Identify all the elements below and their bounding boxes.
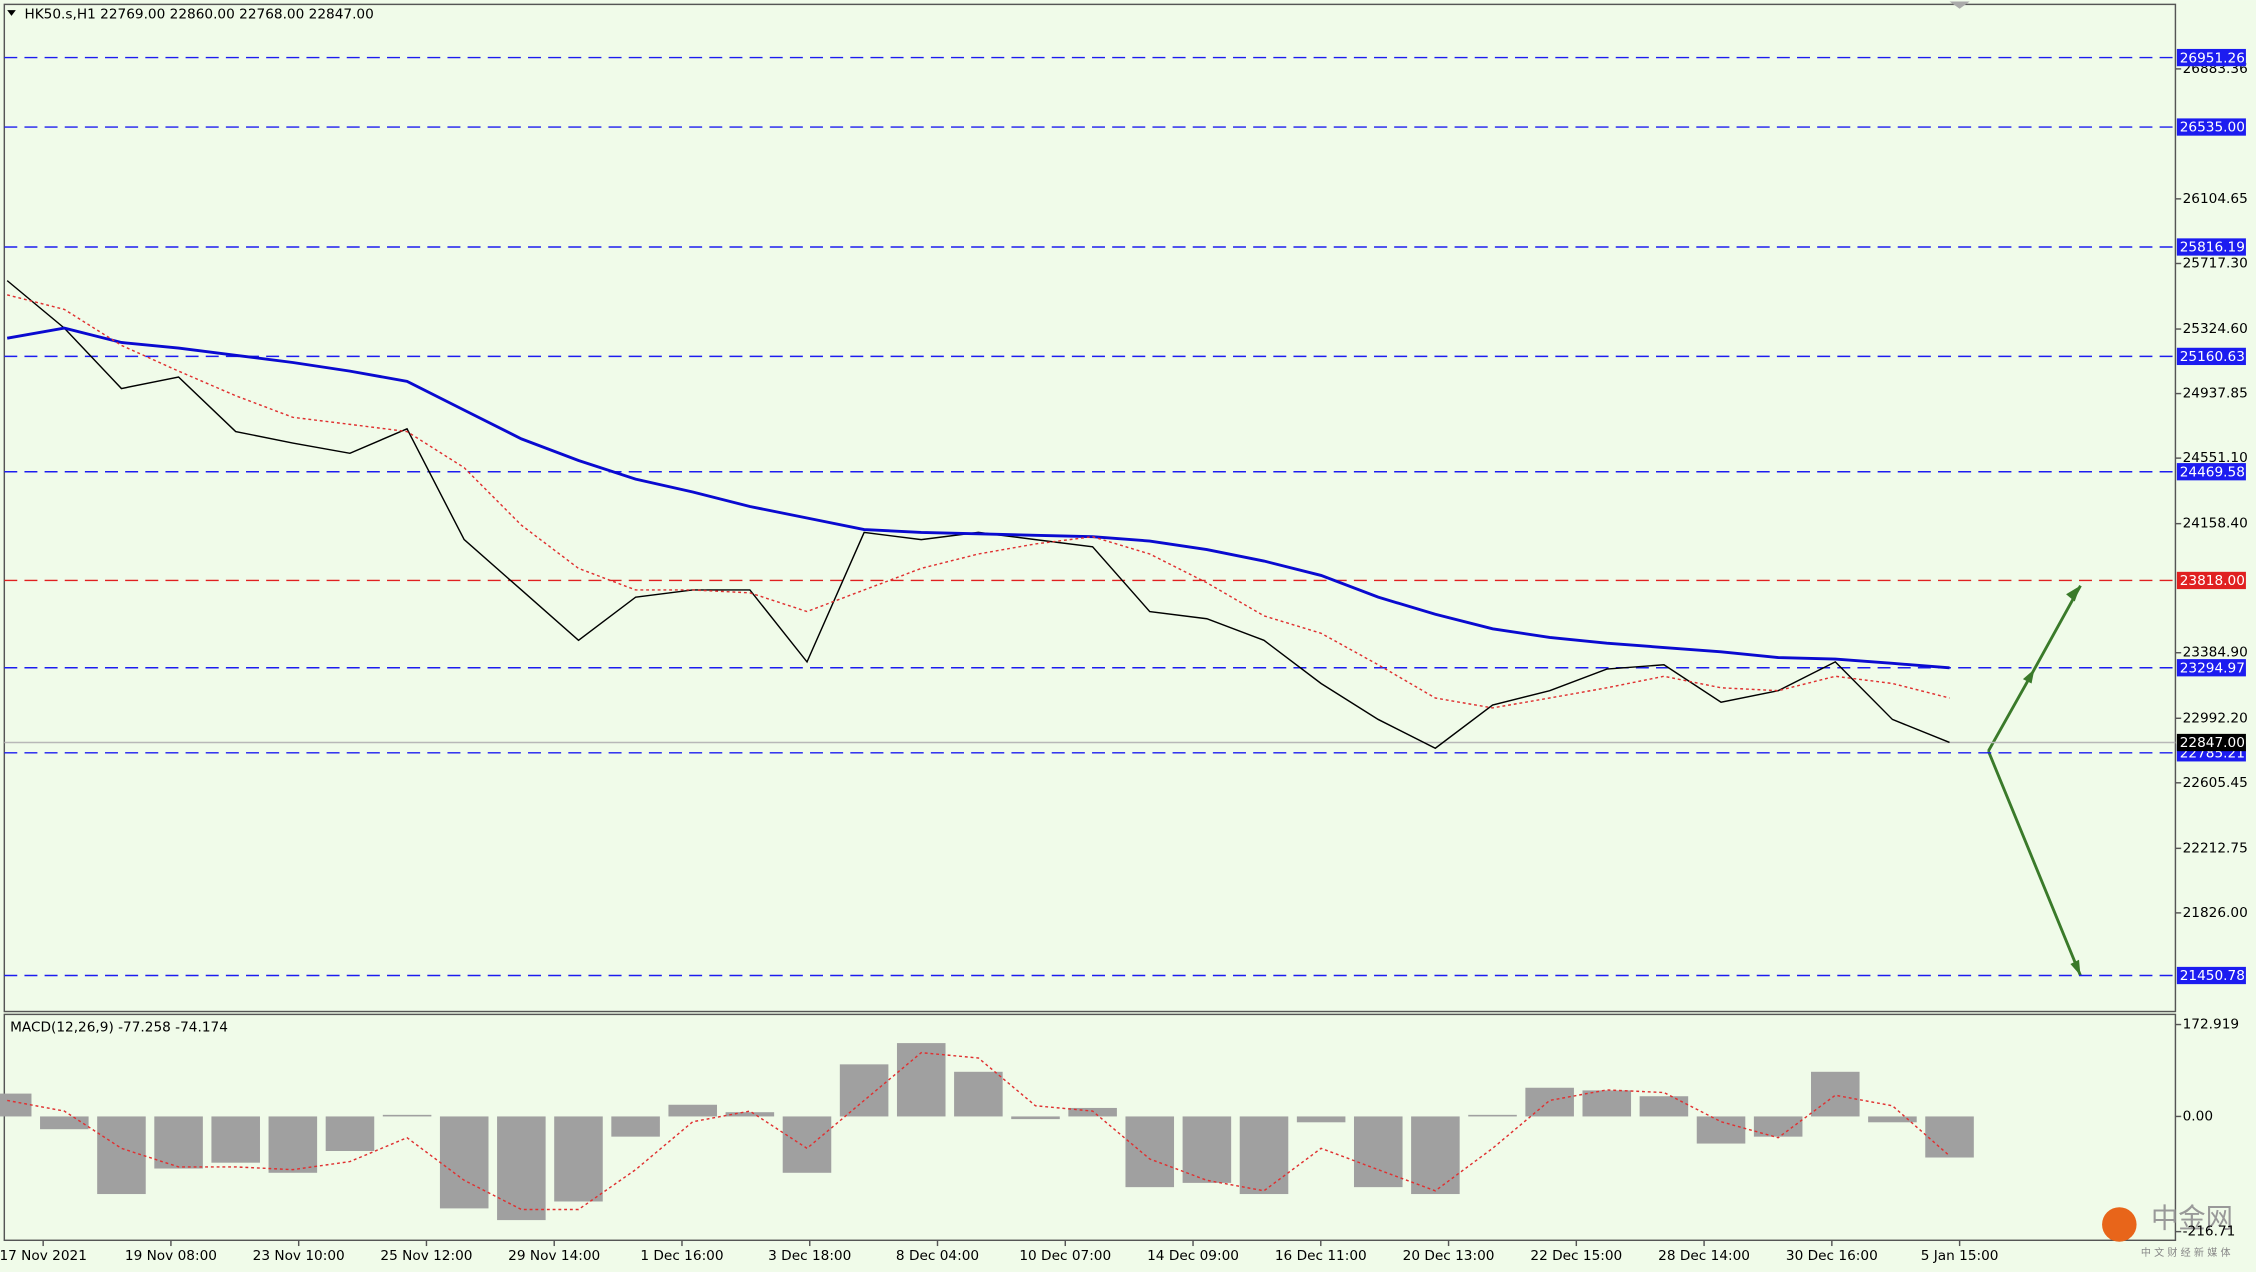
x-tick-label: 10 Dec 07:00 [1019,1248,1111,1264]
histogram-bar [0,1093,32,1117]
histogram-bar [439,1116,489,1209]
histogram-bar [382,1114,432,1117]
histogram-bar [1582,1090,1632,1117]
series-line [6,326,1950,670]
y-tick-label: 24937.85 [2183,386,2248,402]
histogram-bar [1068,1107,1117,1117]
histogram-bar [1125,1116,1175,1188]
y-tick-label: 25717.30 [2183,255,2248,271]
histogram-bar [268,1116,318,1173]
level-label: 23294.97 [2180,660,2245,676]
watermark-sub: 中 文 财 经 新 媒 体 [2141,1246,2231,1259]
histogram-bar [725,1112,775,1117]
x-tick-label: 14 Dec 09:00 [1147,1248,1239,1264]
level-label: 24469.58 [2180,464,2245,480]
logo-icon [2102,1207,2137,1242]
histogram-bar [1182,1116,1232,1183]
y-tick-label: -216.71 [2183,1224,2236,1240]
y-tick-label: 25324.60 [2183,321,2248,337]
level-label: 26951.26 [2180,50,2245,66]
level-label-box [2176,238,2246,256]
level-label-box [2176,966,2246,985]
menu-icon [7,10,16,16]
level-label-box [2176,571,2246,590]
y-tick-label: 21826.00 [2183,905,2248,921]
x-tick-label: 1 Dec 16:00 [640,1248,723,1264]
x-tick-label: 29 Nov 14:00 [508,1248,600,1264]
level-label-box [2176,463,2246,481]
x-tick-label: 22 Dec 15:00 [1530,1248,1622,1264]
macd-title: MACD(12,26,9) -77.258 -74.174 [10,1019,228,1035]
current-price-label: 22847.00 [2180,735,2245,751]
histogram-bar [497,1116,546,1221]
x-tick-label: 20 Dec 13:00 [1403,1248,1495,1264]
histogram-bar [954,1071,1003,1117]
y-tick-label: 24158.40 [2183,516,2248,532]
histogram-bar [154,1116,203,1169]
series-line [7,1051,1951,1211]
histogram-bar [1239,1116,1289,1195]
level-label: 25816.19 [2180,240,2245,256]
level-label-box [2176,347,2246,366]
watermark: 中金网 [2151,1204,2233,1235]
histogram-bar [554,1116,603,1202]
histogram-bar [1753,1116,1803,1137]
main-frame [3,3,2177,1013]
x-tick-label: 16 Dec 11:00 [1275,1248,1367,1264]
x-tick-label: 5 Jan 15:00 [1921,1248,1999,1264]
histogram-bar [1696,1116,1746,1144]
x-tick-label: 28 Dec 14:00 [1658,1248,1750,1264]
current-price-box [2176,733,2246,752]
y-tick-label: 22992.20 [2183,710,2248,726]
histogram-bar [1925,1116,1974,1158]
x-tick-label: 17 Nov 2021 [0,1248,87,1264]
y-tick-label: 22605.45 [2183,775,2248,791]
scroll-marker [1949,1,1970,9]
macd-frame [3,1013,2177,1242]
y-tick-label: 23384.90 [2183,645,2248,661]
histogram-bar [1353,1116,1403,1188]
histogram-bar [1639,1096,1689,1117]
level-label: 25160.63 [2180,349,2245,365]
x-tick-label: 30 Dec 16:00 [1786,1248,1878,1264]
histogram-bar [1411,1116,1460,1195]
x-tick-label: 25 Nov 12:00 [380,1248,472,1264]
histogram-bar [211,1116,260,1163]
level-label: 21450.78 [2180,968,2245,984]
y-tick-label: 22212.75 [2183,840,2248,856]
x-tick-label: 8 Dec 04:00 [896,1248,979,1264]
histogram-bar [1811,1071,1860,1117]
histogram-bar [40,1116,89,1130]
level-label-box [2176,48,2246,67]
histogram-bar [1868,1116,1917,1123]
y-tick-label: 172.919 [2183,1017,2239,1033]
histogram-bar [611,1116,660,1137]
y-tick-label: 0.00 [2183,1108,2213,1124]
histogram-bar [1525,1087,1574,1117]
histogram-bar [1296,1116,1346,1123]
y-tick-label: 24551.10 [2183,450,2248,466]
histogram-bar [97,1116,146,1195]
histogram-bar [1468,1114,1517,1117]
x-tick-label: 3 Dec 18:00 [768,1248,851,1264]
chart-title: HK50.s,H1 22769.00 22860.00 22768.00 228… [24,6,373,22]
histogram-bar [1011,1116,1060,1120]
histogram-bar [839,1064,889,1117]
histogram-bar [325,1116,375,1151]
histogram-bar [896,1043,946,1117]
y-tick-label: 26104.65 [2183,191,2248,207]
x-tick-label: 23 Nov 10:00 [253,1248,345,1264]
level-label-box [2176,659,2246,677]
level-label: 26535.00 [2180,120,2245,136]
histogram-bar [782,1116,832,1173]
x-tick-label: 19 Nov 08:00 [125,1248,217,1264]
histogram-bar [668,1104,718,1117]
level-label-box [2176,118,2246,136]
level-label: 23818.00 [2180,573,2245,589]
